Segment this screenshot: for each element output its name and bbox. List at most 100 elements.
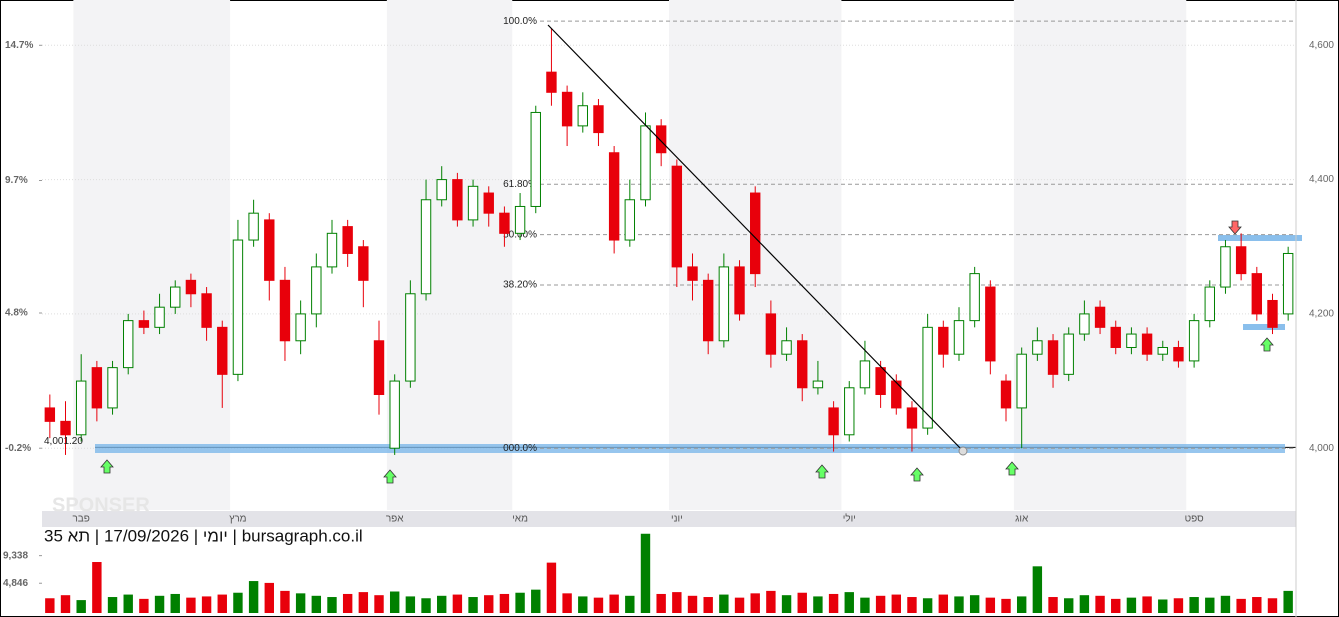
candle-body bbox=[452, 179, 463, 221]
volume-bar bbox=[922, 598, 933, 613]
candle-body bbox=[107, 367, 118, 409]
candle-body bbox=[1204, 286, 1215, 322]
volume-bar bbox=[154, 595, 165, 613]
volume-bar bbox=[1236, 598, 1246, 613]
candle-body bbox=[530, 111, 541, 207]
buy-arrow bbox=[1260, 337, 1274, 352]
volume-bar bbox=[797, 592, 807, 613]
volume-bar bbox=[1283, 590, 1293, 613]
candle-body bbox=[1110, 326, 1121, 348]
candle-body bbox=[765, 313, 777, 355]
candle-body bbox=[671, 165, 683, 268]
volume-bar bbox=[468, 597, 478, 613]
trend-end bbox=[958, 446, 968, 456]
volume-bar bbox=[985, 597, 996, 613]
volume-bar bbox=[672, 592, 682, 613]
x-tick-label: ספט bbox=[1185, 514, 1205, 525]
volume-bar bbox=[123, 594, 133, 613]
volume-bar bbox=[186, 597, 196, 613]
volume-bar bbox=[248, 581, 259, 613]
x-tick-label: מאי bbox=[512, 514, 528, 525]
volume-bar bbox=[781, 595, 792, 613]
fib-label: 61.80% bbox=[503, 179, 537, 190]
support-zone bbox=[1243, 324, 1285, 330]
y-tick-label: 4,000 bbox=[1309, 443, 1334, 454]
volume-bar bbox=[703, 597, 713, 613]
volume-bar bbox=[766, 590, 776, 613]
candle-body bbox=[655, 125, 667, 154]
volume-bar bbox=[60, 595, 71, 613]
volume-bar bbox=[656, 593, 666, 613]
volume-bar bbox=[813, 596, 823, 613]
candle-body bbox=[185, 279, 197, 295]
watermark: SPONSER bbox=[52, 494, 150, 516]
volume-bar bbox=[562, 593, 572, 613]
volume-bar bbox=[531, 589, 541, 613]
volume-bar bbox=[860, 597, 870, 613]
candle-body bbox=[1282, 252, 1294, 315]
volume-bar bbox=[1142, 596, 1152, 613]
candle-body bbox=[577, 105, 588, 127]
candle-body bbox=[1141, 333, 1153, 355]
candles bbox=[44, 28, 1294, 455]
candle-body bbox=[718, 266, 730, 342]
candle-body bbox=[985, 286, 996, 362]
volume-bar bbox=[1001, 598, 1011, 613]
candle-body bbox=[91, 367, 103, 409]
candle-body bbox=[154, 306, 165, 328]
x-tick-label: מרץ bbox=[229, 514, 246, 525]
candle-body bbox=[640, 125, 651, 201]
trend-line bbox=[547, 24, 964, 452]
candle-body bbox=[1094, 306, 1106, 328]
volume-bar bbox=[546, 562, 557, 613]
candle-body bbox=[797, 340, 808, 389]
candle-body bbox=[812, 380, 824, 389]
x-tick-label: פבר bbox=[72, 514, 89, 525]
volume-bar bbox=[374, 595, 384, 613]
volume-bar bbox=[107, 597, 118, 613]
volume-bar bbox=[1095, 595, 1105, 613]
volume-bar bbox=[1126, 597, 1137, 613]
candle-body bbox=[702, 279, 714, 342]
candle-body bbox=[499, 212, 510, 234]
y2-tick-label: 4.8% bbox=[5, 308, 28, 319]
candle-body bbox=[217, 326, 228, 375]
volume-bar bbox=[1064, 598, 1074, 613]
candle-body bbox=[420, 199, 432, 295]
candle-body bbox=[138, 320, 150, 328]
volume-bar bbox=[421, 598, 431, 613]
volume-bar bbox=[76, 600, 86, 613]
buy-arrow bbox=[100, 459, 114, 474]
fib-label: 100.0% bbox=[503, 16, 537, 27]
candle-body bbox=[969, 273, 980, 322]
candle-body bbox=[922, 326, 933, 429]
volume-bar bbox=[437, 595, 447, 613]
candle-body bbox=[326, 232, 338, 268]
candle-body bbox=[875, 367, 886, 395]
volume-bar bbox=[1048, 597, 1058, 613]
candle-body bbox=[593, 105, 604, 134]
volume-bar bbox=[1205, 597, 1215, 613]
candle-body bbox=[405, 293, 416, 382]
candle-body bbox=[844, 387, 855, 436]
candle-body bbox=[1000, 380, 1012, 409]
candle-body bbox=[561, 91, 573, 127]
candle-body bbox=[389, 380, 400, 449]
candle-body bbox=[467, 185, 479, 221]
volume-bar bbox=[687, 595, 698, 613]
candle-body bbox=[75, 380, 87, 436]
y-tick-label: 4,200 bbox=[1309, 309, 1334, 320]
volume-bar bbox=[1016, 596, 1027, 613]
candle-body bbox=[311, 266, 322, 315]
candle-body bbox=[750, 192, 761, 275]
volume-bar bbox=[452, 594, 463, 613]
candle-body bbox=[373, 340, 385, 395]
candle-body bbox=[436, 179, 447, 201]
candle-body bbox=[60, 420, 71, 436]
candle-body bbox=[342, 226, 353, 254]
candle-body bbox=[44, 407, 56, 422]
volume-bar bbox=[342, 593, 353, 613]
candle-body bbox=[232, 239, 244, 375]
y-tick-label: 4,600 bbox=[1309, 40, 1334, 51]
candle-body bbox=[938, 326, 949, 355]
